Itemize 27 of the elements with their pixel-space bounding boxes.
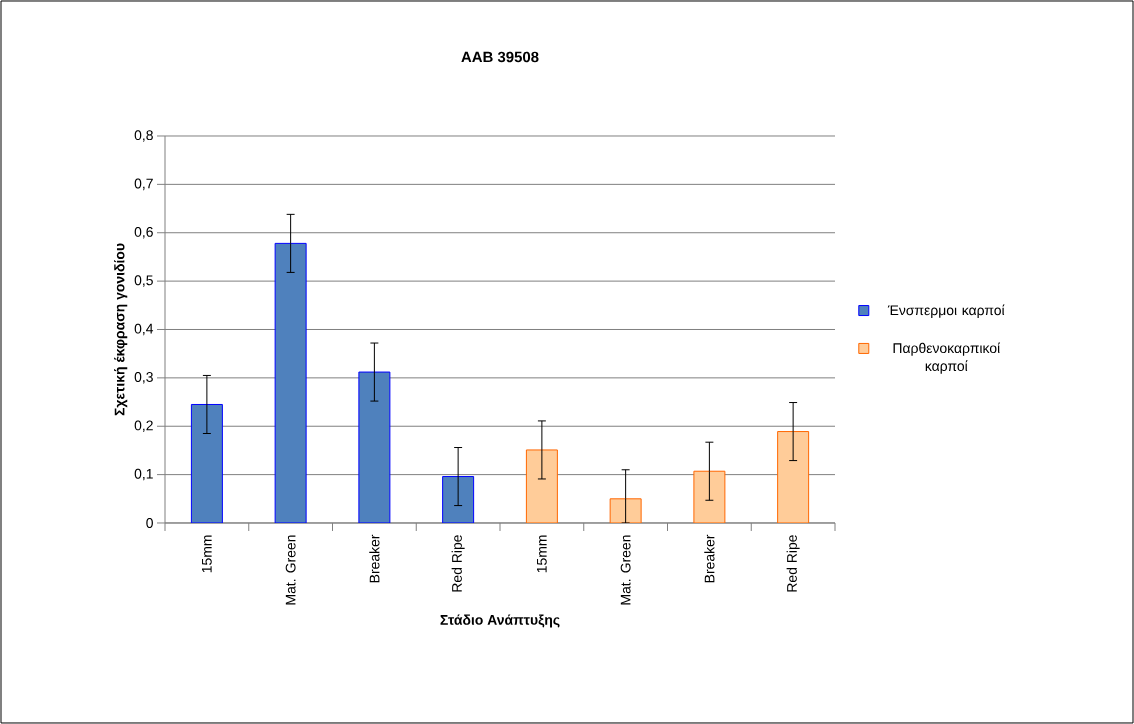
x-tick-label: Red Ripe [451,535,465,592]
x-tick-label: Breaker [369,534,380,583]
legend-label: Παρθενοκαρπικοί καρποί [893,342,1001,374]
bar [777,431,810,523]
x-tick-label: Red Ripe [786,535,800,592]
x-tick-label: Mat. Green [285,535,296,605]
y-tick-label: 0,6 [134,226,153,239]
y-axis-title: Σχετική έκφραση γονιδίου [114,243,128,416]
y-tick-label: 0,1 [134,468,153,481]
bar [525,449,558,523]
y-tick-label: 0,4 [134,323,154,336]
y-tick-label: 0,2 [134,420,153,432]
bar [274,242,307,523]
x-axis-title: Στάδιο Ανάπτυξης [440,614,560,628]
x-tick-label: 15mm [537,535,547,573]
y-tick-label: 0,3 [134,372,153,384]
legend-label: Ένσπερμοι καρποί [887,304,1005,318]
x-tick-label: 15mm [202,535,212,573]
x-tick-label: Mat. Green [620,535,631,605]
y-tick-label: 0,8 [134,130,153,142]
bar [190,403,223,523]
bar [358,371,391,523]
y-tick-label: 0,5 [134,275,153,287]
chart-title: AAB 39508 [461,51,539,63]
y-tick-label: 0,7 [134,178,153,191]
y-tick-label: 0 [146,518,153,528]
x-tick-label: Breaker [704,534,715,583]
